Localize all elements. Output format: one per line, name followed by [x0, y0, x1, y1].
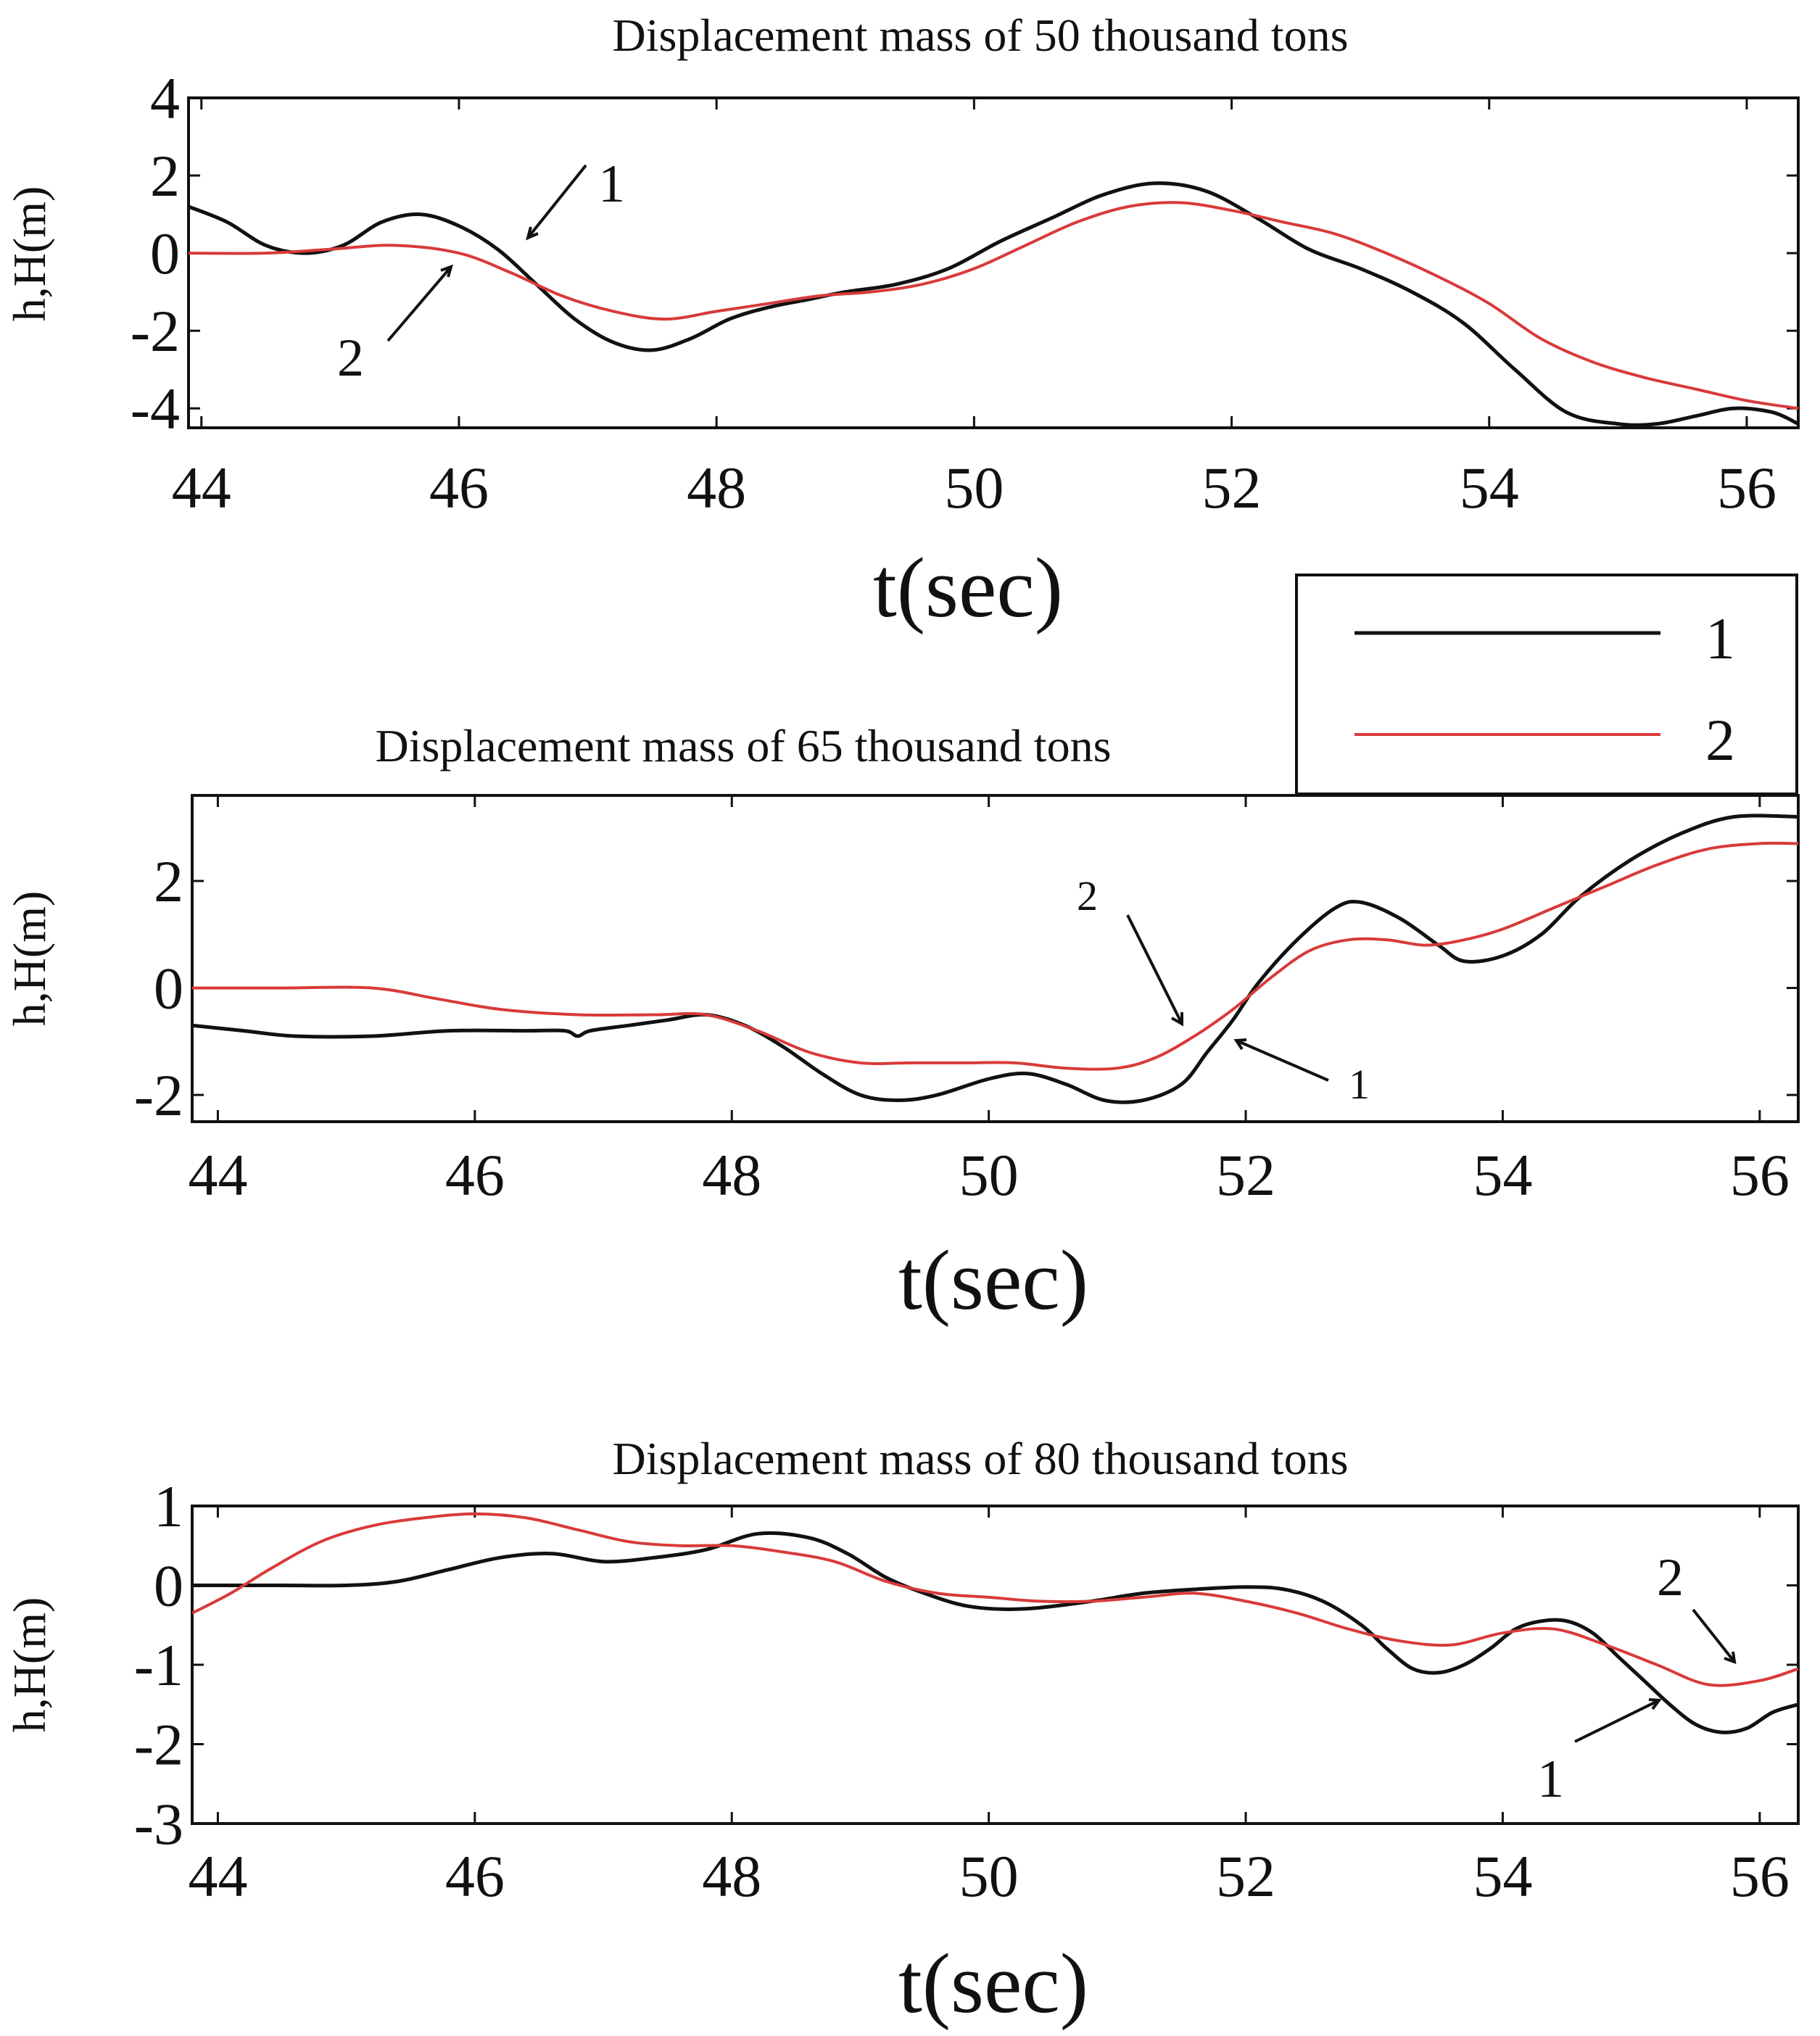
arrow-head [1724, 1651, 1737, 1664]
annotation-label: 2 [1657, 1548, 1684, 1607]
x-tick-label: 54 [1460, 455, 1519, 521]
x-tick-label: 48 [687, 455, 746, 521]
plot-frame [187, 96, 1800, 429]
series-line-2 [189, 201, 1798, 410]
x-tick-label: 46 [429, 455, 489, 521]
series-line-2 [192, 841, 1798, 1071]
panel-1: Displacement mass of 50 thousand tons h,… [4, 9, 1800, 635]
series-line-1 [189, 181, 1798, 427]
y-tick-label: 4 [150, 65, 180, 131]
plot-frame [191, 794, 1800, 1123]
annotation-label: 1 [1349, 1061, 1370, 1108]
series-line-2 [192, 1512, 1798, 1687]
arrow-head [526, 226, 539, 241]
x-tick-label: 56 [1730, 1142, 1790, 1208]
annotation-arrow [1574, 1699, 1660, 1743]
annotation-arrow [386, 265, 452, 342]
series-line-1 [192, 814, 1798, 1104]
chart-title: Displacement mass of 50 thousand tons [613, 9, 1349, 61]
x-tick-label: 50 [944, 455, 1004, 521]
y-tick-label: -4 [131, 376, 180, 442]
legend: 1 2 [1295, 574, 1798, 795]
x-axis-label: t(sec) [898, 1936, 1088, 2031]
annotation-arrow [1236, 1039, 1329, 1082]
arrow-head [1648, 1698, 1662, 1710]
x-tick-label: 52 [1202, 455, 1262, 521]
arrow-head [1171, 1012, 1183, 1027]
y-tick-label: -2 [134, 1712, 183, 1778]
y-tick-label: 0 [150, 220, 180, 286]
series-line-1 [192, 1531, 1798, 1734]
annotation-label: 1 [1537, 1750, 1564, 1809]
x-tick-label: 54 [1473, 1843, 1532, 1909]
x-tick-label: 44 [172, 455, 231, 521]
annotation-arrow [526, 164, 587, 239]
x-tick-label: 48 [702, 1142, 761, 1208]
annotation-label: 2 [1077, 872, 1098, 919]
y-tick-label: 0 [154, 956, 183, 1022]
x-tick-label: 52 [1216, 1843, 1275, 1909]
legend-label-2: 2 [1705, 707, 1735, 773]
y-tick-label: -2 [134, 1062, 183, 1128]
x-tick-label: 44 [188, 1843, 247, 1909]
y-tick-label: -1 [134, 1632, 183, 1698]
x-tick-label: 44 [188, 1142, 247, 1208]
x-tick-label: 50 [959, 1843, 1019, 1909]
annotation-arrow [1126, 914, 1183, 1025]
y-tick-label: 1 [154, 1473, 183, 1539]
annotation-arrow [1692, 1608, 1736, 1663]
x-tick-label: 46 [445, 1843, 505, 1909]
y-tick-label: -2 [131, 298, 180, 364]
x-tick-label: 50 [959, 1142, 1019, 1208]
y-axis-label: h,H(m) [4, 891, 55, 1027]
x-axis-label: t(sec) [873, 540, 1063, 635]
x-axis-label: t(sec) [898, 1233, 1088, 1328]
x-tick-label: 54 [1473, 1142, 1532, 1208]
y-axis-label: h,H(m) [4, 186, 55, 322]
y-tick-label: -3 [134, 1791, 183, 1857]
annotation-label: 1 [598, 154, 625, 214]
y-tick-label: 2 [154, 848, 183, 914]
arrow-head [440, 264, 453, 278]
x-tick-label: 46 [445, 1142, 505, 1208]
panel-2: Displacement mass of 65 thousand tons h,… [4, 720, 1800, 1328]
chart-title: Displacement mass of 80 thousand tons [613, 1433, 1349, 1484]
annotation-label: 2 [337, 328, 364, 388]
x-tick-label: 56 [1730, 1843, 1790, 1909]
y-tick-label: 2 [150, 143, 180, 209]
x-tick-label: 48 [702, 1843, 761, 1909]
chart-title: Displacement mass of 65 thousand tons [376, 720, 1112, 771]
arrow-head [1233, 1038, 1247, 1051]
y-tick-label: 0 [154, 1553, 183, 1619]
legend-label-1: 1 [1705, 605, 1735, 671]
panel-3: Displacement mass of 80 thousand tons h,… [4, 1433, 1800, 2031]
x-tick-label: 56 [1717, 455, 1776, 521]
y-axis-label: h,H(m) [4, 1597, 55, 1733]
x-tick-label: 52 [1216, 1142, 1275, 1208]
